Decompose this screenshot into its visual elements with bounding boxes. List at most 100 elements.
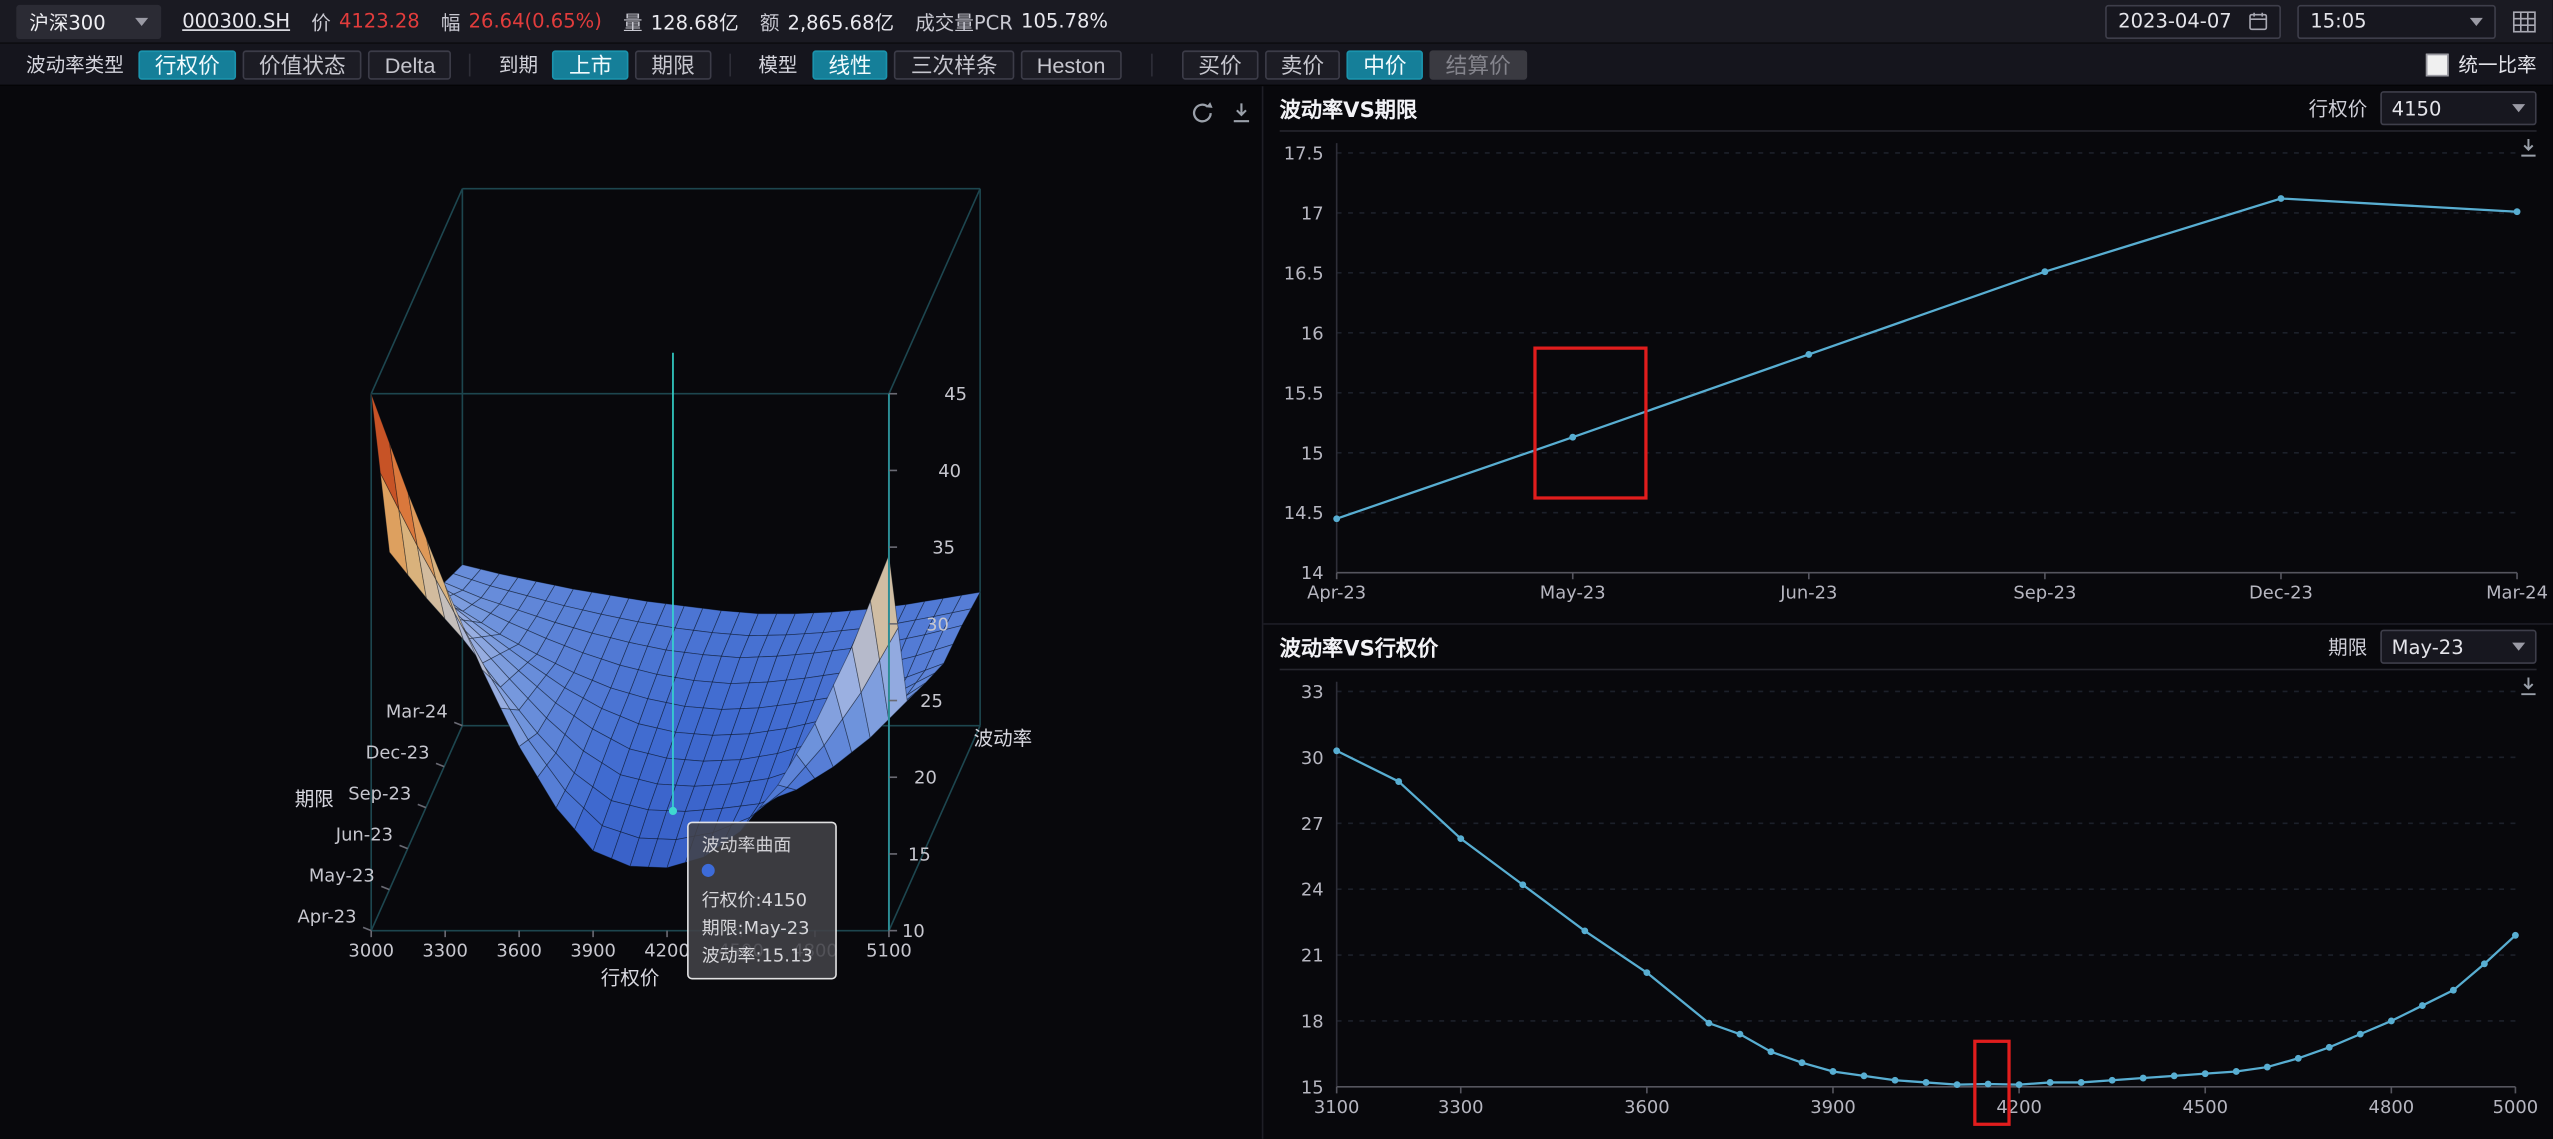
strike-selector-label: 行权价 — [2309, 94, 2368, 122]
svg-text:17.5: 17.5 — [1284, 143, 1324, 164]
svg-text:33: 33 — [1301, 682, 1324, 703]
vol-vs-term-header: 波动率VS期限 行权价 4150 — [1280, 86, 2537, 132]
calendar-icon — [2248, 11, 2268, 31]
volatility-surface-chart[interactable]: 30003300360039004200450048005100行权价Apr-2… — [0, 86, 1262, 1139]
model-linear-button[interactable]: 线性 — [812, 50, 888, 79]
toolbar: 波动率类型 行权价 价值状态 Delta 到期 上市 期限 模型 线性 三次样条… — [0, 44, 2553, 86]
date-value: 2023-04-07 — [2118, 10, 2232, 33]
model-heston-button[interactable]: Heston — [1020, 50, 1121, 79]
unified-ratio-checkbox[interactable] — [2426, 53, 2449, 76]
svg-text:Apr-23: Apr-23 — [298, 907, 357, 928]
svg-text:21: 21 — [1301, 946, 1324, 967]
svg-text:3300: 3300 — [422, 941, 468, 962]
vol-type-delta-button[interactable]: Delta — [368, 50, 451, 79]
tooltip-vol-row: 波动率:15.13 — [702, 942, 822, 970]
ask-price-button[interactable]: 卖价 — [1264, 50, 1340, 79]
svg-text:3900: 3900 — [1810, 1097, 1856, 1118]
download-icon[interactable] — [1229, 101, 1253, 125]
expiry-label: 到期 — [499, 50, 538, 78]
svg-text:14.5: 14.5 — [1284, 503, 1324, 524]
pcr-label: 成交量PCR — [915, 7, 1013, 35]
surface-panel-tools — [1190, 101, 1253, 125]
vol-type-value-state-button[interactable]: 价值状态 — [243, 50, 362, 79]
vol-vs-term-panel: 波动率VS期限 行权价 4150 1414.51515.51616.51717.… — [1263, 86, 2552, 623]
svg-text:4200: 4200 — [644, 941, 690, 962]
chevron-down-icon — [2512, 643, 2525, 651]
divider — [470, 53, 472, 76]
svg-text:3900: 3900 — [570, 941, 616, 962]
svg-text:Mar-24: Mar-24 — [2486, 583, 2548, 604]
vol-vs-term-chart[interactable]: 1414.51515.51616.51717.5Apr-23May-23Jun-… — [1263, 86, 2552, 623]
time-selector[interactable]: 15:05 — [2297, 4, 2496, 38]
svg-text:16.5: 16.5 — [1284, 263, 1324, 284]
topbar-right: 2023-04-07 15:05 — [2105, 4, 2536, 38]
svg-text:3100: 3100 — [1314, 1097, 1360, 1118]
svg-text:40: 40 — [938, 461, 961, 482]
svg-text:5000: 5000 — [2493, 1097, 2539, 1118]
change-label: 幅 — [441, 7, 461, 35]
model-label: 模型 — [758, 50, 797, 78]
symbol-link[interactable]: 000300.SH — [182, 10, 290, 33]
download-icon[interactable] — [2517, 137, 2540, 160]
svg-text:15: 15 — [908, 844, 931, 865]
term-selector[interactable]: May-23 — [2380, 630, 2536, 664]
svg-text:25: 25 — [920, 691, 943, 712]
unified-ratio-label: 统一比率 — [2458, 50, 2536, 78]
svg-text:波动率: 波动率 — [974, 727, 1033, 750]
expiry-listed-button[interactable]: 上市 — [553, 50, 629, 79]
series-dot-icon — [702, 864, 715, 877]
svg-text:27: 27 — [1301, 814, 1324, 835]
volatility-surface-panel: 30003300360039004200450048005100行权价Apr-2… — [0, 86, 1262, 1139]
vol-type-strike-button[interactable]: 行权价 — [138, 50, 236, 79]
volume-stat: 量 128.68亿 — [623, 7, 739, 35]
price-stat: 价 4123.28 — [311, 7, 419, 35]
tooltip-term-row: 期限:May-23 — [702, 915, 822, 943]
term-selector-value: May-23 — [2392, 635, 2464, 658]
app-root: 沪深300 000300.SH 价 4123.28 幅 26.64(0.65%)… — [0, 0, 2553, 1139]
settle-price-button: 结算价 — [1429, 50, 1527, 79]
svg-text:Dec-23: Dec-23 — [2249, 583, 2313, 604]
date-picker[interactable]: 2023-04-07 — [2105, 4, 2281, 38]
change-value: 26.64(0.65%) — [469, 10, 602, 33]
svg-text:3000: 3000 — [348, 941, 394, 962]
download-icon[interactable] — [2517, 675, 2540, 698]
vol-type-label: 波动率类型 — [26, 50, 124, 78]
svg-text:45: 45 — [944, 384, 967, 405]
svg-text:15: 15 — [1301, 443, 1324, 464]
grid-icon[interactable] — [2512, 9, 2536, 33]
svg-text:Apr-23: Apr-23 — [1307, 583, 1366, 604]
svg-text:May-23: May-23 — [1540, 583, 1606, 604]
vol-vs-strike-title: 波动率VS行权价 — [1280, 631, 1439, 662]
svg-text:Jun-23: Jun-23 — [335, 825, 393, 846]
svg-text:3600: 3600 — [1624, 1097, 1670, 1118]
svg-text:行权价: 行权价 — [601, 966, 660, 989]
surface-tooltip: 波动率曲面 行权价:4150 期限:May-23 波动率:15.13 — [687, 822, 837, 980]
tooltip-strike-row: 行权价:4150 — [702, 887, 822, 915]
bid-price-button[interactable]: 买价 — [1182, 50, 1258, 79]
mid-price-button[interactable]: 中价 — [1347, 50, 1423, 79]
svg-text:3300: 3300 — [1438, 1097, 1484, 1118]
chevron-down-icon — [2470, 17, 2483, 25]
index-selector[interactable]: 沪深300 — [16, 4, 161, 38]
svg-text:10: 10 — [902, 921, 925, 942]
svg-text:16: 16 — [1301, 323, 1324, 344]
svg-text:4800: 4800 — [2369, 1097, 2415, 1118]
svg-text:May-23: May-23 — [309, 866, 375, 887]
strike-selector[interactable]: 4150 — [2380, 91, 2536, 125]
volume-value: 128.68亿 — [651, 7, 739, 35]
term-selector-label: 期限 — [2328, 633, 2367, 661]
vol-vs-strike-chart[interactable]: 1518212427303331003300360039004200450048… — [1263, 623, 2552, 1139]
svg-text:4200: 4200 — [1996, 1097, 2042, 1118]
time-value: 15:05 — [2310, 10, 2366, 33]
expiry-term-button[interactable]: 期限 — [635, 50, 711, 79]
vol-vs-term-title: 波动率VS期限 — [1280, 93, 1417, 124]
pcr-stat: 成交量PCR 105.78% — [915, 7, 1108, 35]
divider — [1151, 53, 1153, 76]
svg-text:24: 24 — [1301, 880, 1324, 901]
price-label: 价 — [311, 7, 331, 35]
amount-label: 额 — [760, 7, 780, 35]
refresh-icon[interactable] — [1190, 101, 1214, 125]
model-cubic-spline-button[interactable]: 三次样条 — [895, 50, 1014, 79]
chevron-down-icon — [135, 17, 148, 25]
svg-text:20: 20 — [914, 768, 937, 789]
